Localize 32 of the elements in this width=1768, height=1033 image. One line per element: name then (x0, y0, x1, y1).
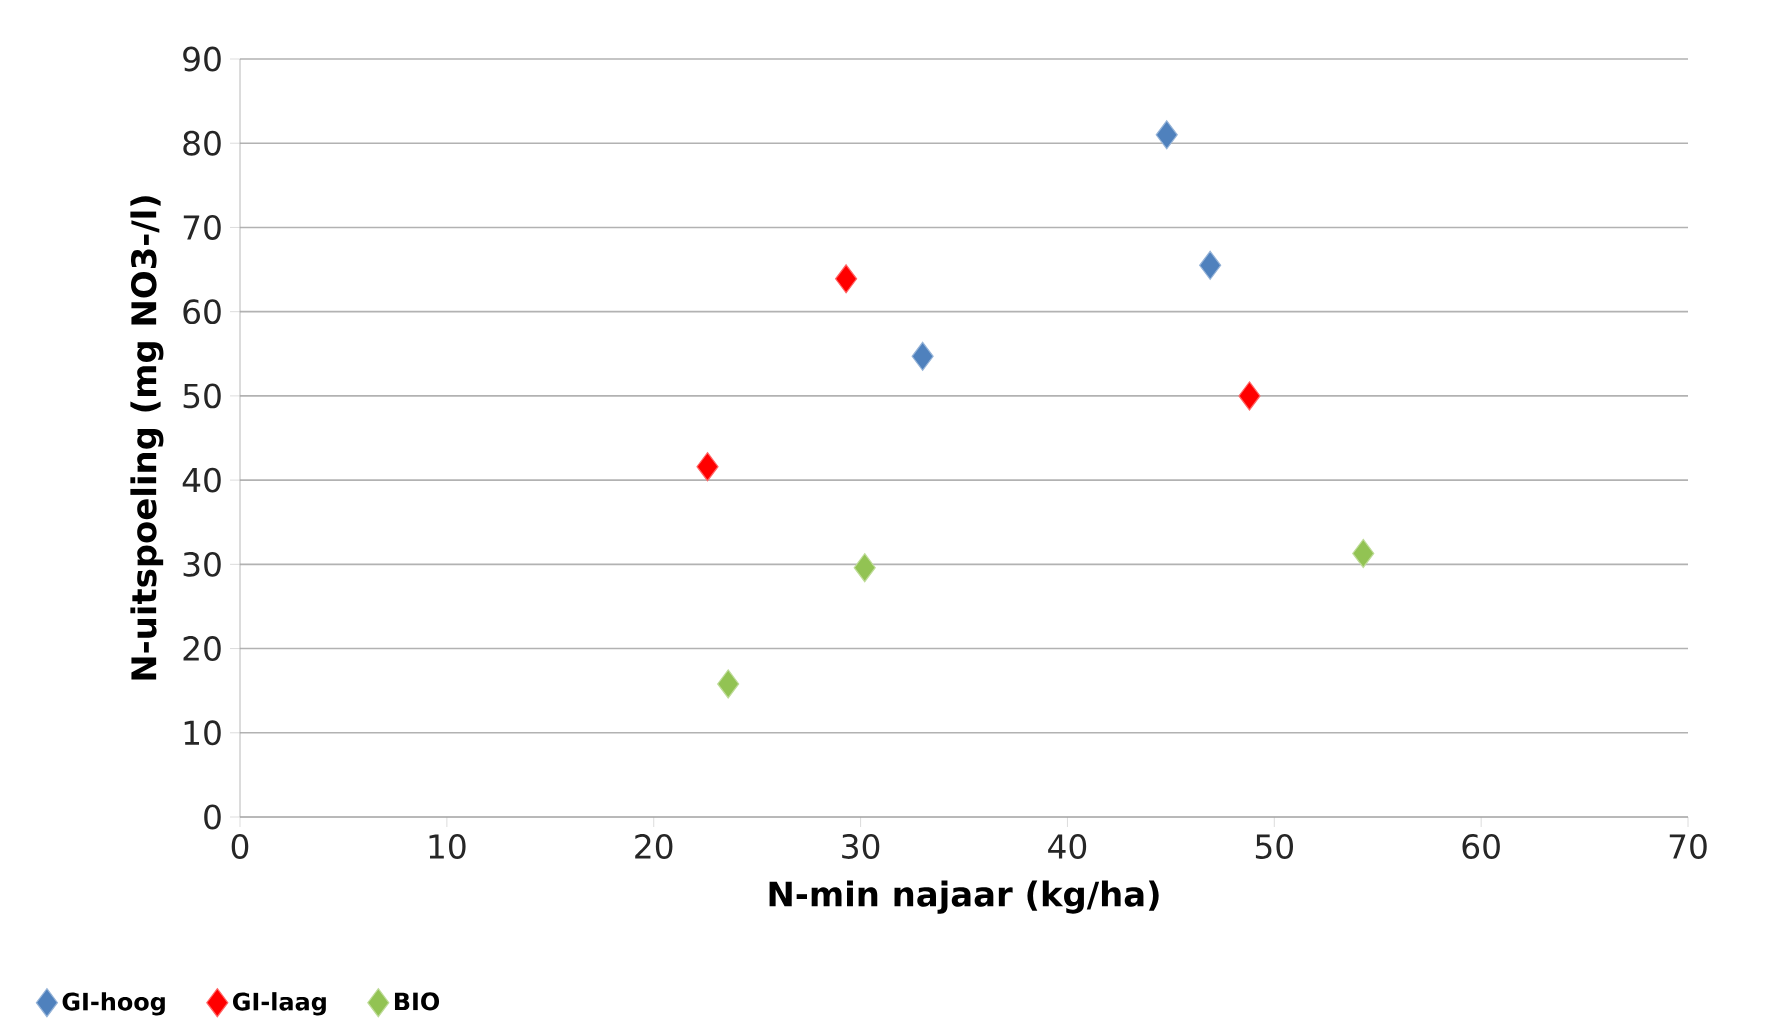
y-tick-label: 80 (183, 130, 221, 156)
y-tick-label: 30 (183, 551, 221, 577)
legend-label: GI-hoog (62, 992, 165, 1016)
y-tick-label: 20 (183, 636, 221, 661)
x-tick-label: 10 (429, 834, 466, 859)
x-tick-label: 0 (231, 834, 249, 859)
y-tick-label: 0 (204, 804, 221, 830)
x-tick-label: 20 (635, 834, 673, 859)
x-tick-label: 30 (842, 834, 880, 859)
y-tick-label: 40 (182, 467, 221, 493)
y-tick-label: 90 (183, 46, 221, 72)
x-tick-label: 40 (1048, 834, 1087, 859)
x-tick-label: 60 (1462, 834, 1500, 859)
x-tick-label: 70 (1669, 834, 1707, 859)
x-axis-title: N-min najaar (kg/ha) (769, 880, 1159, 914)
point (1199, 250, 1222, 280)
y-tick-label: 10 (184, 720, 221, 746)
point (696, 452, 719, 482)
y-tick-label: 50 (183, 383, 221, 409)
point (1155, 120, 1178, 150)
y-tick-label: 60 (183, 299, 221, 325)
point (835, 264, 858, 294)
y-axis-title: N-uitspoeling (mg NO3-/l) (130, 196, 164, 680)
x-tick-label: 50 (1255, 834, 1294, 859)
point (853, 553, 876, 583)
legend-label: GI-laag (232, 992, 326, 1016)
y-tick-label: 70 (183, 215, 221, 240)
point (1238, 381, 1261, 411)
point (911, 341, 934, 371)
point (717, 669, 740, 699)
point (1352, 538, 1375, 568)
legend-label: BIO (394, 992, 440, 1011)
